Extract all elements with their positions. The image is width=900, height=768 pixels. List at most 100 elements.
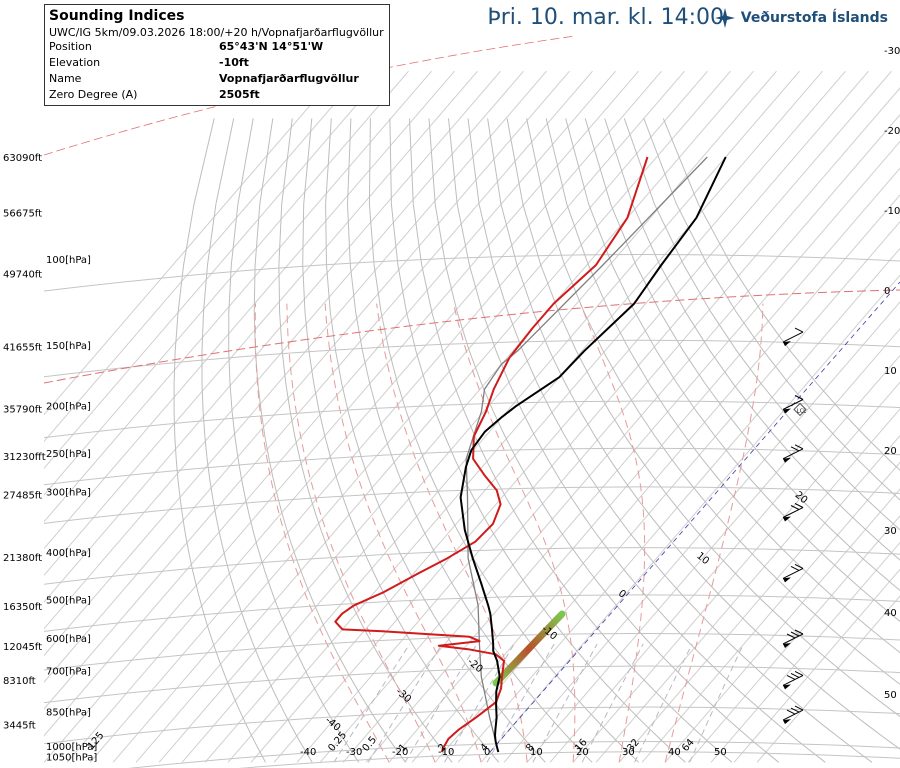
wind-barb-flag [783, 341, 791, 347]
wind-barb-flag [783, 457, 791, 463]
bottom-temp-label: 30 [622, 747, 635, 758]
info-subtitle: UWC/IG 5km/09.03.2026 18:00/+20 h/Vopnaf… [49, 26, 384, 39]
wind-barb-feather [786, 709, 796, 715]
dewpoint-curve [334, 156, 649, 753]
forecast-date: Þri. 10. mar. kl. 14:00 [487, 5, 724, 30]
info-key: Elevation [49, 56, 101, 69]
isotherm-line [296, 70, 892, 763]
isotherm-line [457, 247, 900, 763]
wind-barb-flag [783, 516, 791, 522]
bottom-temp-label: 0 [484, 747, 490, 758]
theta-label: 40 [884, 608, 897, 619]
mixing-ratio-line [581, 643, 644, 763]
isobar-line [44, 706, 900, 745]
info-row: Zero Degree (A) 2505ft [49, 87, 385, 103]
moist-adiabat [286, 303, 436, 763]
isotherm-line [44, 70, 593, 710]
lcl-label: LCL [797, 408, 806, 414]
wind-barb [782, 327, 804, 347]
isotherm-line [733, 568, 900, 763]
dry-adiabat [643, 118, 900, 501]
wind-barb-flag [783, 643, 791, 648]
wind-barb [782, 705, 804, 725]
background-grid [44, 70, 900, 763]
theta-label: 50 [884, 690, 897, 701]
isobar-line [44, 339, 900, 378]
isotherm-line [44, 70, 386, 470]
isobar-line [44, 253, 900, 292]
info-value: -10ft [219, 56, 249, 69]
height-label: 12045ft [3, 642, 42, 653]
dry-adiabat [409, 118, 733, 763]
isotherm-line [89, 70, 685, 763]
pressure-label: 300[hPa] [46, 487, 91, 498]
reference-dashed-line [44, 289, 900, 384]
wind-barb-feather [790, 446, 800, 452]
dry-adiabat [662, 118, 900, 471]
isotherm-line [319, 87, 900, 763]
wind-barb-feather [786, 633, 796, 639]
wind-barb-staff [782, 633, 804, 645]
isobar-line [44, 594, 900, 632]
wind-barb-feather [790, 565, 800, 571]
bottom-temp-label: 50 [714, 747, 727, 758]
isotherm-line [365, 140, 900, 763]
dry-adiabat [487, 118, 900, 750]
mixing-ratio-line [689, 643, 744, 763]
isotherm-label: -10 [539, 624, 559, 643]
wind-barb-feather [794, 563, 804, 569]
wind-barb-feather [794, 395, 804, 400]
info-key: Zero Degree (A) [49, 88, 138, 101]
dry-adiabat [545, 118, 900, 654]
height-label: 27485ft [3, 491, 42, 502]
wind-barb-staff [782, 448, 804, 460]
mixing-ratio-label: 8 [524, 742, 537, 754]
isotherm-line [44, 70, 432, 523]
logo-text: Veðurstofa Íslands [740, 10, 888, 26]
isotherm-line [44, 70, 409, 496]
cape-area [492, 610, 566, 687]
moist-adiabat [580, 303, 646, 763]
isotherm-line [112, 70, 708, 763]
isobar-line [127, 740, 900, 768]
wind-barb-feather [790, 707, 800, 713]
wind-barb [782, 503, 804, 522]
height-label: 3445ft [3, 720, 36, 731]
zero-isotherm [489, 281, 900, 753]
theta-label: 20 [884, 446, 897, 457]
dry-adiabat [584, 118, 900, 592]
dry-adiabat [253, 118, 406, 763]
info-key: Name [49, 72, 82, 85]
mixing-ratio-line [367, 643, 443, 763]
isotherm-line [710, 541, 900, 763]
dry-adiabat [623, 118, 900, 531]
mixing-ratio-line [444, 643, 515, 763]
wind-barb-feather [794, 629, 804, 635]
info-row: Elevation -10ft [49, 55, 385, 71]
info-title: Sounding Indices [49, 8, 185, 24]
wind-barb-staff [782, 567, 804, 579]
theta-label: -10 [884, 206, 900, 217]
pressure-label: 1050[hPa] [46, 752, 97, 763]
isotherm-line [158, 70, 754, 763]
wind-barb-flag [783, 408, 791, 414]
theta-label: 30 [884, 526, 897, 537]
isotherm-label: -30 [393, 686, 413, 705]
mixing-ratio-label: 1 [397, 742, 410, 754]
wind-barb-feather [786, 674, 796, 680]
height-label: 63090ft [3, 153, 42, 164]
height-label: 31230fft [3, 452, 46, 463]
moist-adiabat [452, 303, 576, 763]
mixing-ratio-line [532, 643, 598, 763]
isotherm-line [273, 70, 869, 763]
wind-barb-staff [782, 399, 804, 410]
height-label: 49740ft [3, 269, 42, 280]
theta-label: 0 [884, 286, 890, 297]
pressure-label: 150[hPa] [46, 341, 91, 352]
info-row: Position 65°43'N 14°51'W [49, 39, 385, 55]
wind-barb-flag [783, 719, 791, 725]
info-key: Position [49, 40, 92, 53]
isotherm-line [342, 114, 900, 763]
temperature-curve [459, 156, 727, 753]
pressure-label: 500[hPa] [46, 595, 91, 606]
